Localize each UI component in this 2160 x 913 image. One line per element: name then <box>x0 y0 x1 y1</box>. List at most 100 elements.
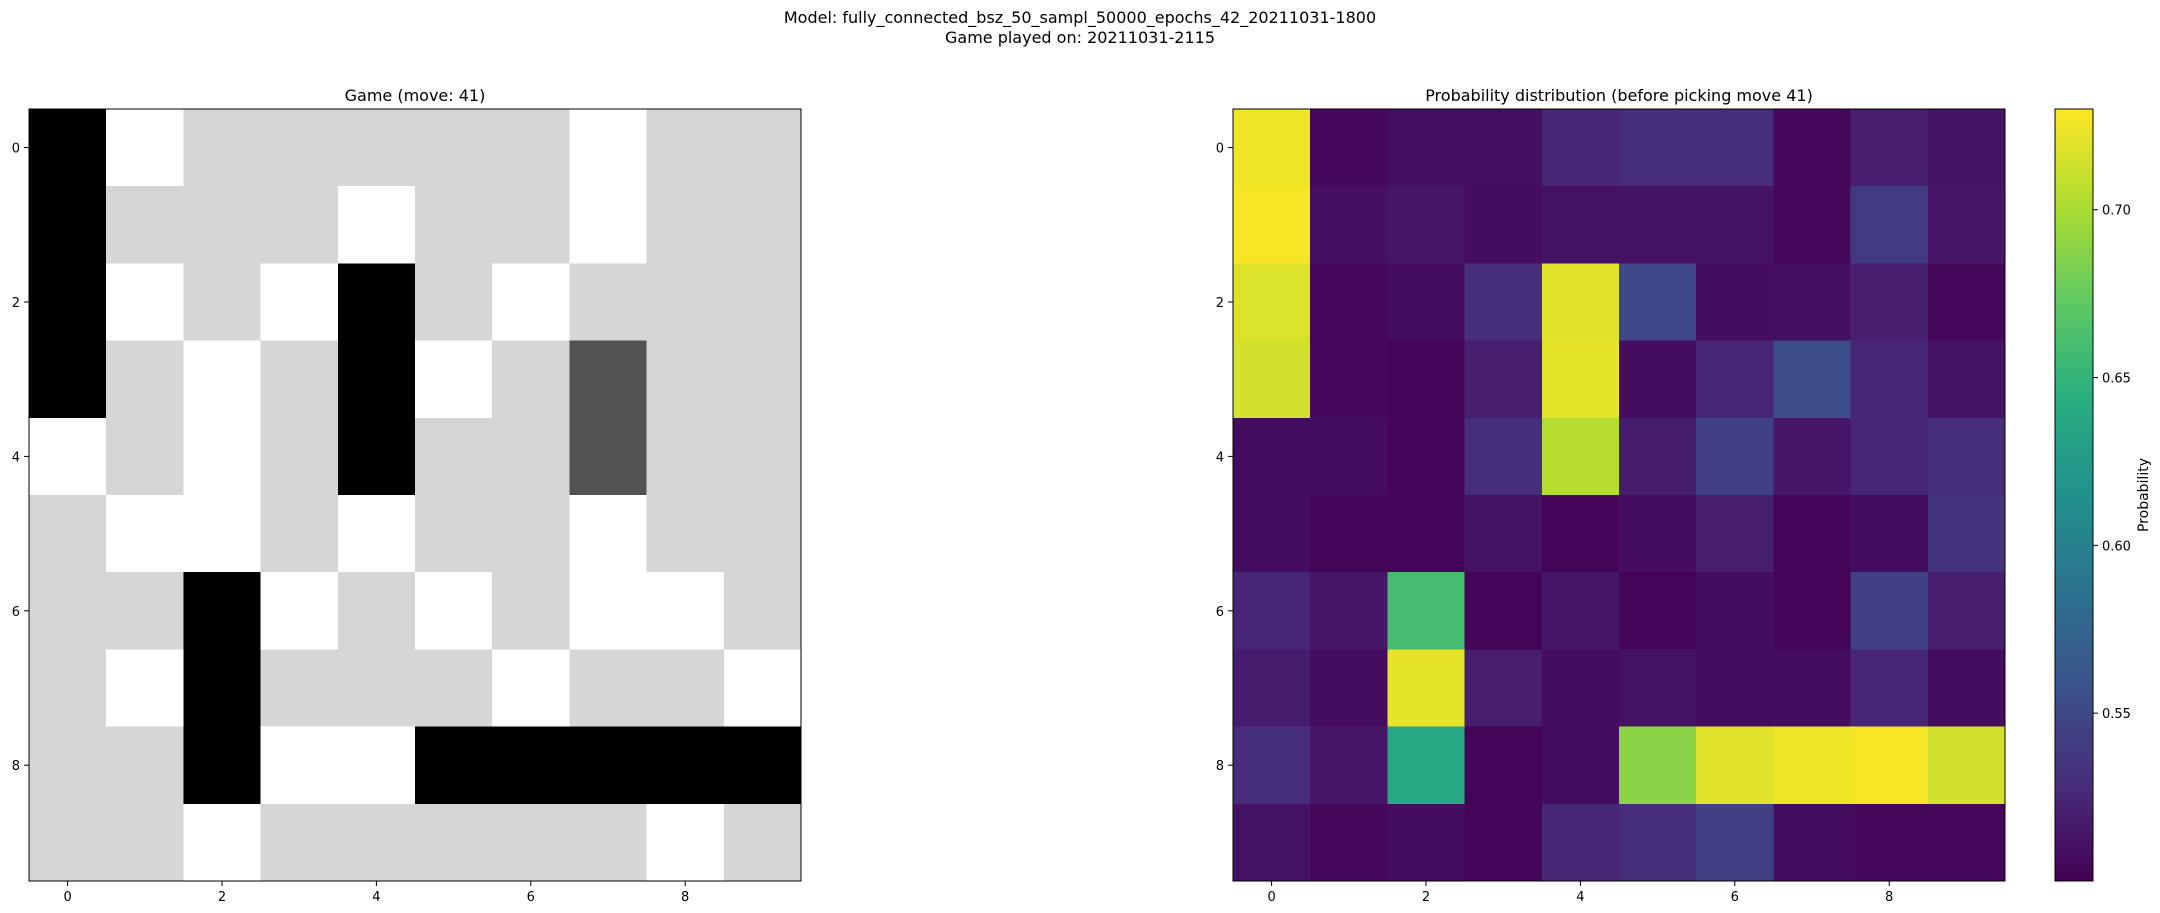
heatmap-cell-r9-c2 <box>1387 803 1466 882</box>
heatmap-cell-r2-c7 <box>1773 263 1852 342</box>
x-tick-label: 8 <box>1885 890 1893 905</box>
heatmap-cell-r5-c4 <box>337 495 416 573</box>
heatmap-cell-r7-c4 <box>337 649 416 728</box>
heatmap-cell-r9-c6 <box>492 803 570 882</box>
y-tick-label: 2 <box>12 296 20 311</box>
x-tick-label: 4 <box>1576 890 1584 905</box>
heatmap-cell-r8-c3 <box>260 726 339 805</box>
heatmap-cell-r6-c8 <box>1850 572 1929 650</box>
heatmap-cell-r6-c6 <box>1696 572 1774 650</box>
heatmap-cell-r2-c2 <box>1387 263 1466 342</box>
heatmap-cell-r7-c9 <box>1927 649 2006 728</box>
heatmap-cell-r9-c8 <box>646 803 725 882</box>
heatmap-cell-r5-c9 <box>1927 495 2006 573</box>
heatmap-cell-r1-c7 <box>1773 186 1852 264</box>
heatmap-cell-r8-c5 <box>415 726 493 805</box>
heatmap-cell-r8-c6 <box>492 726 570 805</box>
heatmap-cell-r5-c3 <box>1464 495 1543 573</box>
heatmap-cell-r8-c0 <box>1233 726 1311 805</box>
heatmap-cell-r6-c1 <box>1310 572 1388 650</box>
heatmap-cell-r5-c0 <box>29 495 107 573</box>
heatmap-cell-r8-c1 <box>106 726 184 805</box>
heatmap-cell-r1-c5 <box>415 186 493 264</box>
heatmap-cell-r8-c0 <box>29 726 107 805</box>
x-tick-label: 8 <box>681 890 689 905</box>
heatmap-cell-r1-c4 <box>337 186 416 264</box>
x-tick-label: 2 <box>1422 890 1430 905</box>
heatmap-cell-r0-c2 <box>183 109 262 187</box>
heatmap-cell-r4-c5 <box>1619 417 1697 496</box>
heatmap-cell-r6-c6 <box>492 572 570 650</box>
x-tick-label: 6 <box>1731 890 1739 905</box>
heatmap-cell-r4-c3 <box>260 417 339 496</box>
heatmap-cell-r2-c1 <box>106 263 184 342</box>
heatmap-cell-r6-c5 <box>1619 572 1697 650</box>
heatmap-cell-r4-c1 <box>106 417 184 496</box>
heatmap-cell-r9-c2 <box>183 803 262 882</box>
heatmap-cell-r3-c9 <box>1927 340 2006 419</box>
heatmap-cell-r0-c5 <box>415 109 493 187</box>
y-tick-label: 2 <box>1216 296 1224 311</box>
heatmap-cell-r8-c9 <box>1927 726 2006 805</box>
colorbar-tick-label: 0.60 <box>2102 539 2131 554</box>
heatmap-cell-r0-c6 <box>492 109 570 187</box>
heatmap-cell-r6-c7 <box>569 572 648 650</box>
heatmap-cell-r5-c2 <box>183 495 262 573</box>
heatmap-cell-r7-c9 <box>723 649 802 728</box>
colorbar-gradient <box>2055 109 2093 881</box>
heatmap-cell-r2-c5 <box>415 263 493 342</box>
heatmap-cell-r4-c8 <box>1850 417 1929 496</box>
colorbar-label: Probability <box>2136 458 2152 532</box>
heatmap-cell-r1-c8 <box>646 186 725 264</box>
heatmap-cell-r7-c3 <box>1464 649 1543 728</box>
heatmap-cell-r1-c2 <box>1387 186 1466 264</box>
heatmap-cell-r8-c9 <box>723 726 802 805</box>
heatmap-cell-r8-c8 <box>1850 726 1929 805</box>
colorbar-tick-label: 0.70 <box>2102 204 2131 219</box>
heatmap-cell-r2-c0 <box>1233 263 1311 342</box>
heatmap-cell-r1-c2 <box>183 186 262 264</box>
heatmap-cell-r1-c1 <box>106 186 184 264</box>
heatmap-cell-r4-c1 <box>1310 417 1388 496</box>
heatmap-cell-r6-c2 <box>183 572 262 650</box>
heatmap-cell-r3-c6 <box>1696 340 1774 419</box>
heatmap-cell-r6-c1 <box>106 572 184 650</box>
heatmap-cell-r2-c0 <box>29 263 107 342</box>
heatmap-cell-r2-c1 <box>1310 263 1388 342</box>
x-tick-label: 4 <box>372 890 380 905</box>
heatmap-cell-r3-c0 <box>29 340 107 419</box>
heatmap-cell-r3-c2 <box>183 340 262 419</box>
heatmap-cell-r5-c7 <box>1773 495 1852 573</box>
x-tick-label: 0 <box>1267 890 1275 905</box>
heatmap-cell-r4-c0 <box>29 417 107 496</box>
heatmap-cell-r0-c4 <box>1541 109 1620 187</box>
heatmap-cell-r2-c3 <box>260 263 339 342</box>
heatmap-cell-r4-c6 <box>1696 417 1774 496</box>
y-tick-label: 0 <box>12 142 20 157</box>
axes-frame <box>1232 108 2006 882</box>
y-tick-label: 8 <box>1216 759 1224 774</box>
heatmap-cell-r4-c3 <box>1464 417 1543 496</box>
heatmap-cell-r5-c8 <box>1850 495 1929 573</box>
heatmap-cell-r3-c5 <box>1619 340 1697 419</box>
heatmap-cell-r3-c1 <box>106 340 184 419</box>
colorbar-tick-label: 0.55 <box>2102 707 2131 722</box>
heatmap-cell-r0-c3 <box>1464 109 1543 187</box>
game-board-panel: Game (move: 41) 0 2 4 6 8 0 2 4 6 8 <box>12 86 802 905</box>
heatmap-cell-r5-c8 <box>646 495 725 573</box>
heatmap-cell-r1-c6 <box>1696 186 1774 264</box>
heatmap-cell-r6-c3 <box>260 572 339 650</box>
heatmap-cell-r3-c1 <box>1310 340 1388 419</box>
heatmap-cell-r8-c4 <box>337 726 416 805</box>
heatmap-cell-r8-c2 <box>183 726 262 805</box>
heatmap-cell-r1-c9 <box>723 186 802 264</box>
heatmap-cell-r6-c2 <box>1387 572 1466 650</box>
x-tick-label: 2 <box>218 890 226 905</box>
heatmap-cell-r6-c3 <box>1464 572 1543 650</box>
heatmap-cell-r3-c7 <box>1773 340 1852 419</box>
heatmap-cell-r6-c9 <box>723 572 802 650</box>
heatmap-cell-r6-c0 <box>29 572 107 650</box>
heatmap-cell-r0-c8 <box>1850 109 1929 187</box>
heatmap-cell-r5-c6 <box>1696 495 1774 573</box>
heatmap-cell-r4-c2 <box>183 417 262 496</box>
